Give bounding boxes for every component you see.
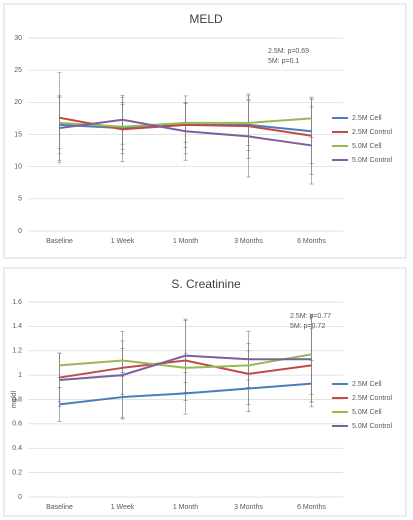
legend-label: 2.5M Control [352,395,393,402]
legend-label: 2.5M Control [352,129,393,136]
x-tick-label: 6 Months [297,504,326,511]
legend-label: 5.0M Cell [352,143,382,150]
y-axis-label: mg/dl [11,391,18,409]
series-line [59,354,312,381]
x-tick-label: Baseline [46,238,73,245]
y-tick-label: 0.6 [12,421,22,428]
chart-frame [3,267,407,517]
y-tick-label: 0.4 [12,445,22,452]
chart-title: S. Creatinine [171,277,241,291]
chart-title: MELD [189,12,223,26]
y-tick-label: 25 [14,67,22,74]
y-tick-label: 1.4 [12,323,22,330]
legend-label: 5.0M Cell [352,409,382,416]
legend-label: 2.5M Cell [352,115,382,122]
annotation: 5M: p=0.1 [268,58,299,65]
series-line [59,353,312,369]
y-tick-label: 1.6 [12,299,22,306]
legend-label: 2.5M Cell [352,381,382,388]
y-tick-label: 30 [14,35,22,42]
x-tick-label: 3 Months [234,504,263,511]
x-tick-label: 1 Week [111,504,135,511]
y-tick-label: 15 [14,131,22,138]
x-tick-label: Baseline [46,504,73,511]
y-tick-label: 0 [18,228,22,235]
x-tick-label: 1 Month [173,238,198,245]
y-tick-label: 1.2 [12,348,22,355]
y-tick-label: 5 [18,196,22,203]
y-tick-label: 10 [14,164,22,171]
x-tick-label: 1 Month [173,504,198,511]
y-tick-label: 0.8 [12,396,22,403]
y-tick-label: 1 [18,372,22,379]
series-line [59,359,312,379]
legend-label: 5.0M Control [352,157,393,164]
x-tick-label: 3 Months [234,238,263,245]
legend-label: 5.0M Control [352,423,393,430]
x-tick-label: 1 Week [111,238,135,245]
series-line [59,118,312,147]
annotation: 2.5M: p=0.69 [268,48,309,55]
x-tick-label: 6 Months [297,238,326,245]
y-tick-label: 20 [14,99,22,106]
annotation: 5M: p=0.72 [290,323,325,330]
y-tick-label: 0 [18,494,22,501]
y-tick-label: 0.2 [12,469,22,476]
series-line [59,117,312,128]
series-line [59,382,312,406]
annotation: 2.5M: p=0.77 [290,313,331,320]
chart-frame [3,3,407,259]
